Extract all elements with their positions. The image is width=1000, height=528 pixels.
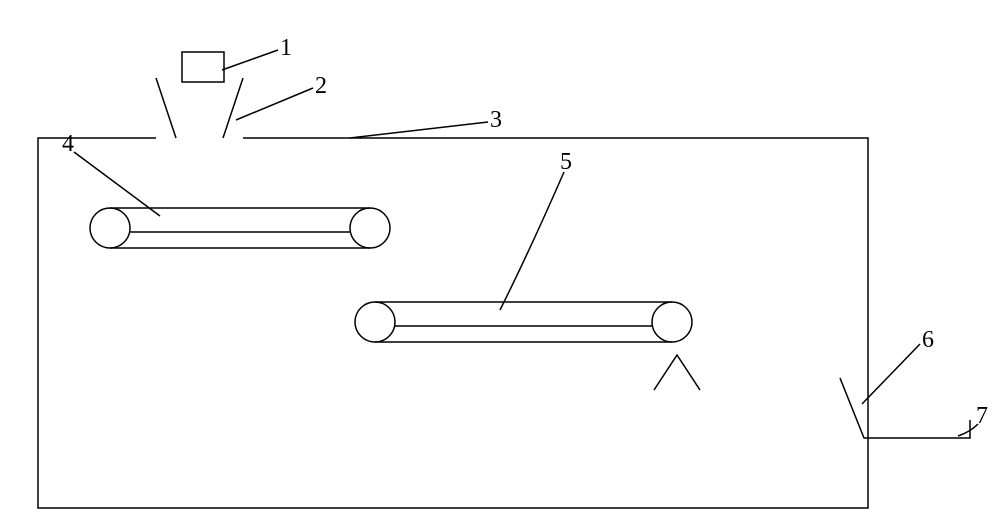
callout-label-2: 2 — [315, 73, 327, 99]
leader-line-3 — [350, 122, 488, 138]
leader-line-1 — [222, 50, 278, 70]
leader-line-4 — [74, 152, 160, 216]
leader-line-2 — [236, 88, 313, 120]
leader-line-5 — [500, 172, 564, 310]
conveyor-lower — [355, 302, 692, 342]
callout-label-5: 5 — [560, 149, 572, 175]
callout-label-1: 1 — [280, 35, 292, 61]
conveyor-upper — [90, 208, 390, 248]
outer-enclosure — [38, 138, 868, 508]
leader-line-7 — [958, 424, 978, 436]
diagram-svg: 12 3 4 5 6 7 — [0, 0, 1000, 523]
technical-diagram: 12 3 4 5 6 7 — [0, 0, 1000, 523]
bottom-notch — [654, 355, 700, 390]
callout-label-6: 6 — [922, 327, 934, 353]
callout-label-7: 7 — [976, 403, 988, 429]
output-tray — [840, 378, 970, 438]
hopper-right — [223, 78, 243, 138]
callout-label-4: 4 — [62, 131, 74, 157]
callout-label-3: 3 — [490, 107, 502, 133]
hopper-left — [156, 78, 176, 138]
feed-box — [182, 52, 224, 82]
leader-line-6 — [862, 344, 920, 404]
